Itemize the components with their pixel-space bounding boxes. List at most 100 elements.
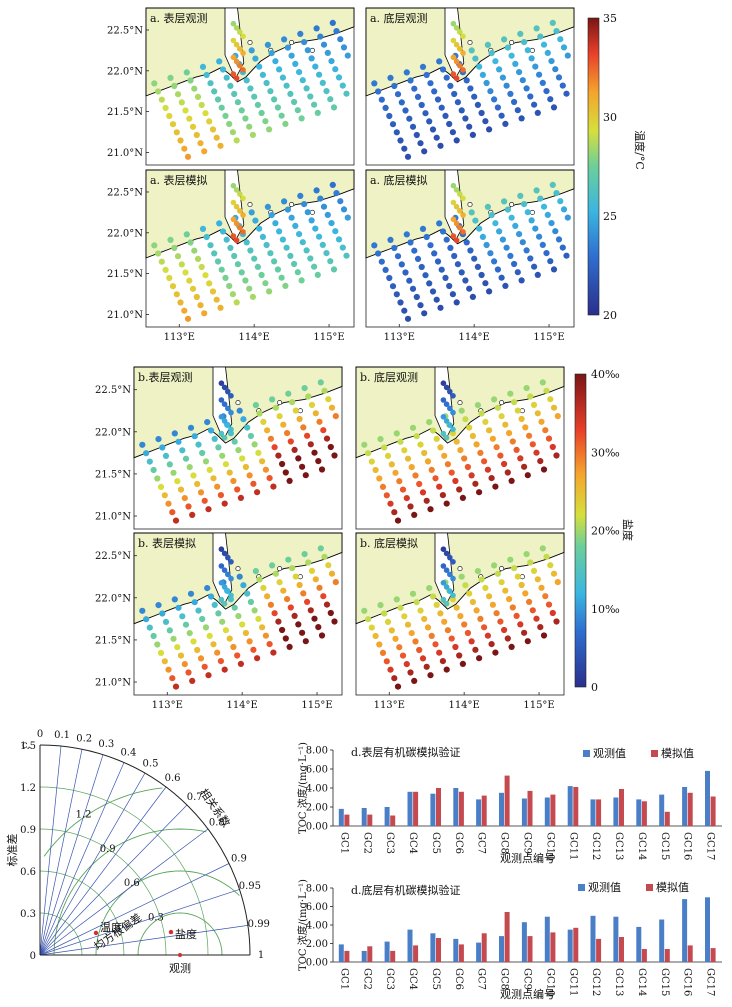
station-dot	[458, 269, 465, 276]
station-dot	[339, 82, 346, 89]
station-dot	[540, 203, 548, 210]
panel-label: b. 底层观测	[360, 370, 418, 384]
station-dot	[476, 63, 483, 70]
bar-simulated	[664, 811, 670, 827]
station-dot	[307, 607, 314, 614]
station-dot	[272, 58, 279, 65]
station-dot	[299, 463, 306, 470]
station-dot	[553, 452, 560, 459]
station-dot	[510, 399, 518, 406]
estuary-dot	[237, 46, 243, 52]
station-dot	[414, 93, 422, 100]
station-dot	[197, 655, 205, 662]
station-dot	[344, 52, 351, 59]
y-tick-label: 2.00	[306, 939, 328, 950]
station-dot	[327, 96, 334, 103]
station-dot	[199, 449, 206, 457]
station-dot	[379, 649, 387, 657]
station-dot	[301, 201, 308, 208]
station-dot	[271, 258, 278, 265]
station-dot	[461, 455, 468, 462]
station-dot	[478, 271, 485, 279]
station-dot	[295, 621, 302, 628]
station-dot	[453, 438, 460, 445]
station-dot	[507, 556, 514, 563]
lat-tick-label: 21.5°N	[107, 269, 143, 280]
station-dot	[413, 293, 420, 301]
station-dot	[207, 593, 215, 600]
station-dot	[519, 239, 526, 246]
station-dot	[331, 618, 338, 625]
station-dot	[316, 71, 323, 78]
x-tick-label: GC8	[499, 832, 510, 854]
x-tick-label: GC6	[453, 968, 464, 990]
station-dot	[317, 195, 324, 202]
station-dot	[428, 632, 435, 640]
station-dot	[533, 187, 540, 194]
station-dot	[260, 584, 267, 592]
station-dot	[417, 607, 424, 614]
estuary-dot	[457, 224, 463, 231]
station-dot	[386, 274, 393, 282]
station-dot	[423, 233, 430, 241]
panel-label-bg	[358, 369, 424, 385]
station-dot	[530, 401, 538, 408]
station-dot	[457, 447, 464, 454]
station-dot	[297, 30, 304, 37]
station-dot	[169, 283, 177, 290]
station-dot	[499, 236, 506, 243]
correlation-ray	[39, 772, 146, 956]
estuary-dot	[233, 237, 240, 244]
station-dot	[190, 638, 197, 645]
legend-swatch	[578, 884, 585, 891]
observation-point	[178, 953, 182, 957]
station-dot	[365, 450, 372, 457]
station-dot	[308, 217, 315, 224]
estuary-dot	[460, 212, 466, 218]
station-dot	[510, 98, 518, 106]
station-dot	[502, 421, 509, 428]
station-dot	[323, 250, 330, 257]
station-dot	[217, 304, 224, 311]
station-dot	[249, 131, 256, 138]
estuary-dot	[440, 380, 447, 387]
station-dot	[436, 483, 443, 490]
estuary-dot	[453, 220, 460, 227]
station-dot	[492, 483, 499, 490]
station-dot	[182, 621, 190, 628]
station-dot	[173, 291, 180, 298]
station-dot	[443, 500, 450, 507]
station-dot	[537, 458, 544, 465]
station-dot	[550, 404, 558, 411]
correlation-ray	[39, 804, 188, 956]
correlation-ray	[39, 889, 240, 956]
station-dot	[291, 98, 298, 106]
station-dot	[344, 214, 351, 221]
station-dot	[397, 604, 404, 611]
station-dot	[312, 410, 319, 417]
station-dot	[231, 252, 238, 260]
taylor-panel-label: c.	[22, 740, 31, 751]
sal-colorbar-tick: 20‰	[591, 525, 620, 538]
station-dot	[217, 492, 224, 499]
station-dot	[182, 269, 189, 276]
station-dot	[421, 148, 428, 155]
station-dot	[399, 652, 407, 659]
station-dot	[171, 596, 178, 603]
rms-tick-label: 0.9	[100, 844, 116, 855]
estuary-dot	[228, 393, 234, 399]
estuary-dot	[221, 601, 228, 607]
bar-simulated	[367, 946, 373, 962]
station-dot	[397, 299, 404, 306]
rms-contour	[137, 912, 223, 956]
station-dot	[185, 669, 192, 676]
station-dot	[240, 416, 247, 423]
station-dot	[421, 615, 428, 623]
bar-simulated	[527, 790, 533, 826]
station-dot	[158, 96, 165, 103]
estuary-dot	[460, 50, 466, 56]
station-dot	[247, 247, 254, 254]
station-dot	[549, 19, 556, 26]
station-dot	[171, 82, 178, 90]
estuary-dot	[450, 216, 457, 223]
